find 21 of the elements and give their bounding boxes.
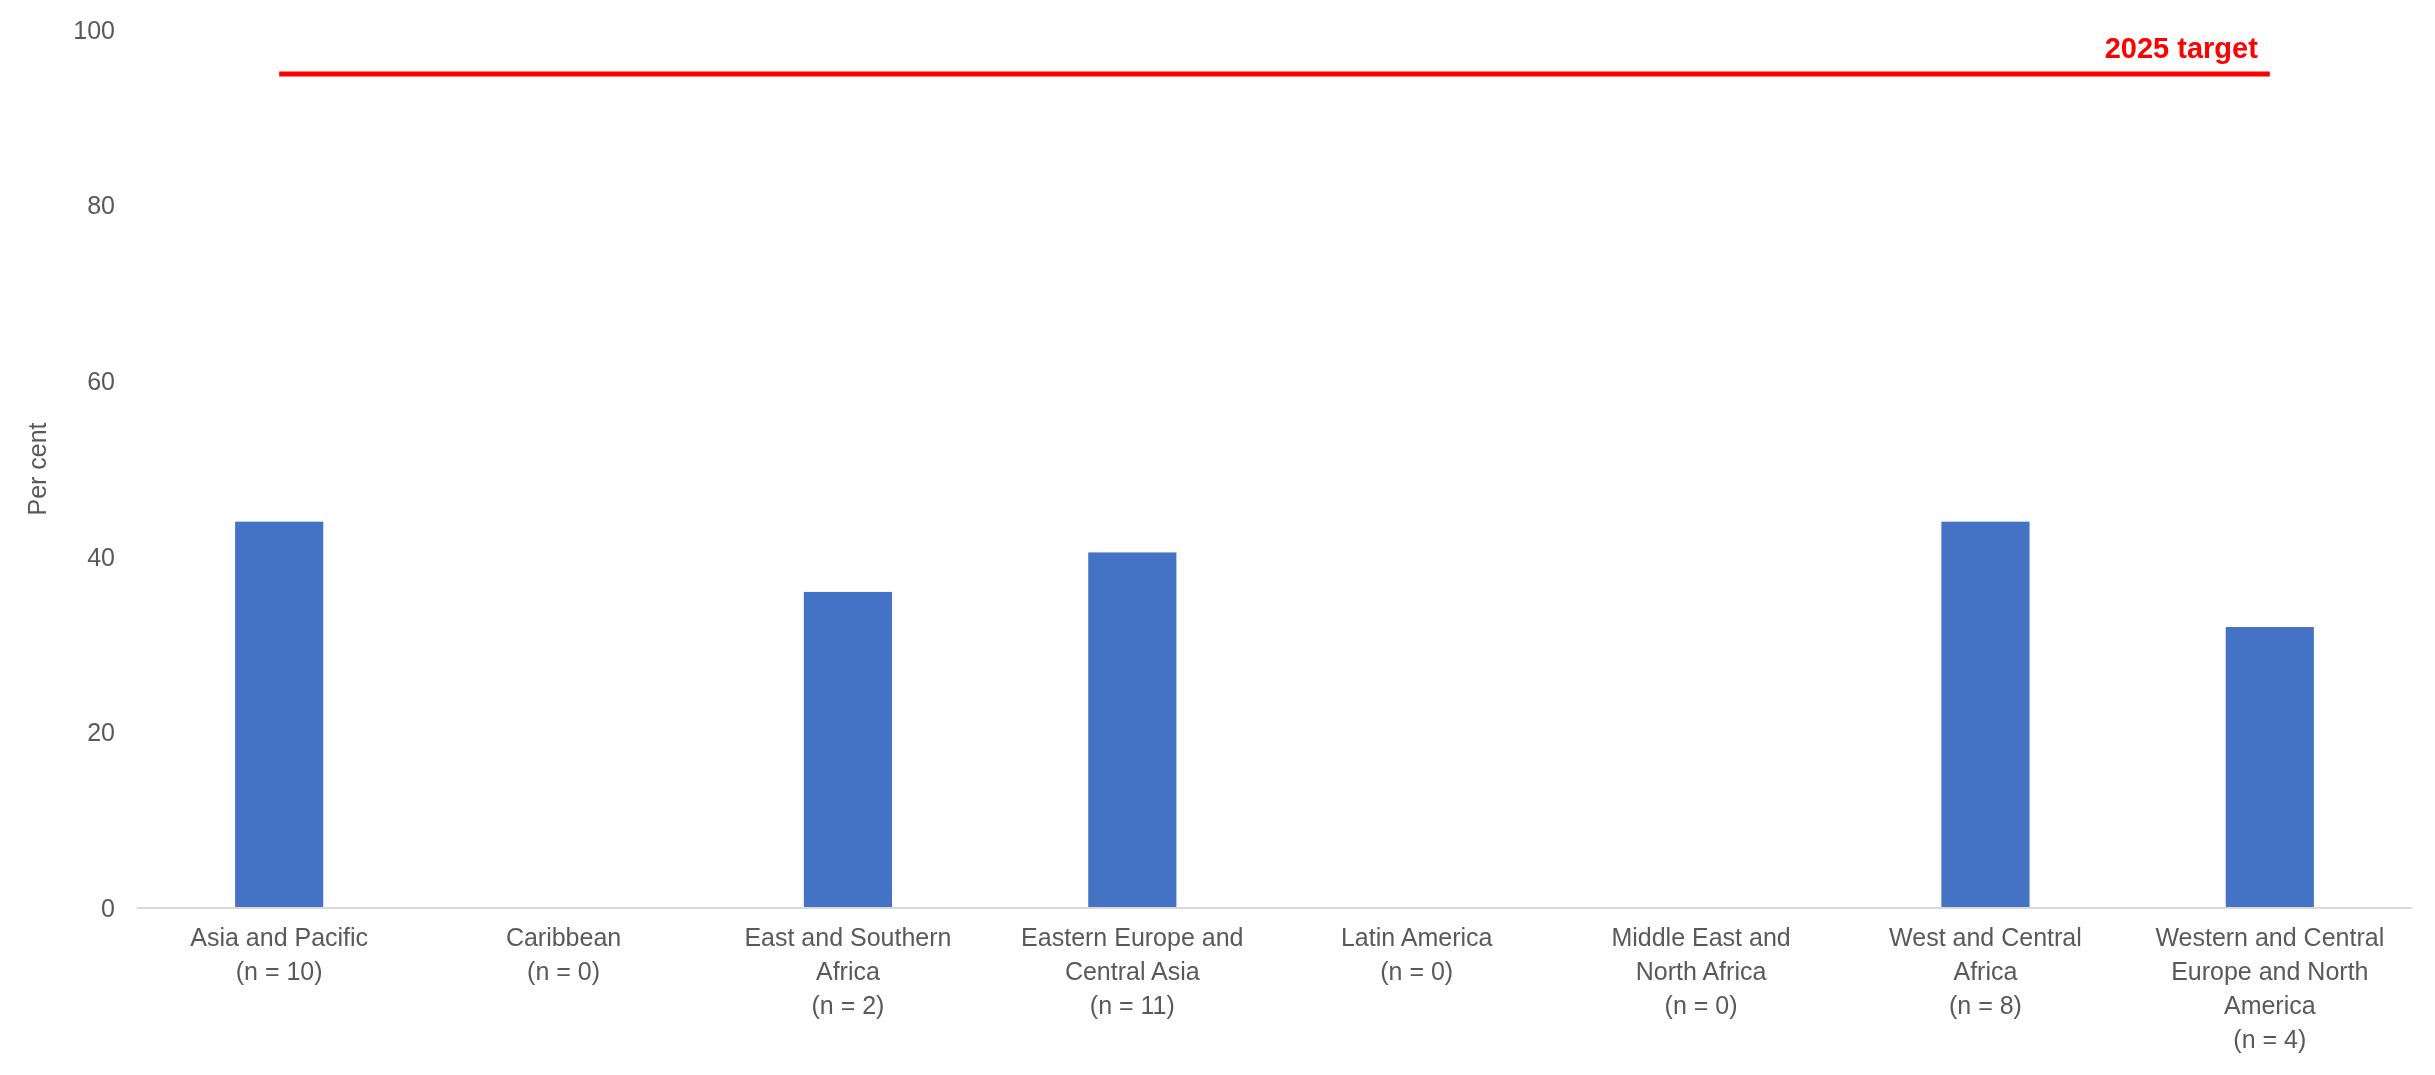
x-tick-label: Middle East and North Africa (n = 0) <box>1611 923 1791 1019</box>
x-tick-label: Asia and Pacific (n = 10) <box>190 923 369 985</box>
bar <box>2225 627 2314 908</box>
bar <box>1088 552 1177 908</box>
y-tick-label: 40 <box>87 542 115 571</box>
bar <box>803 591 893 908</box>
y-tick-label: 100 <box>73 15 115 44</box>
x-tick-label: West and Central Africa (n = 8) <box>1889 923 2082 1019</box>
y-tick-label: 0 <box>101 893 115 922</box>
y-axis-title: Per cent <box>22 422 51 516</box>
x-tick-label: Caribbean (n = 0) <box>505 923 622 985</box>
x-tick-label: Latin America (n = 0) <box>1340 923 1493 985</box>
y-tick-label: 80 <box>87 191 115 220</box>
y-tick-label: 20 <box>87 718 115 747</box>
x-tick-label: East and Southern Africa (n = 2) <box>744 923 952 1019</box>
ref-line-label: 2025 target <box>2104 31 2259 64</box>
x-tick-label: Eastern Europe and Central Asia (n = 11) <box>1021 923 1244 1019</box>
y-tick-label: 60 <box>87 366 115 395</box>
bar <box>1941 521 2030 908</box>
x-tick-label: Western and Central Europe and North America (n = 4) <box>2155 923 2385 1053</box>
bar <box>235 521 324 908</box>
